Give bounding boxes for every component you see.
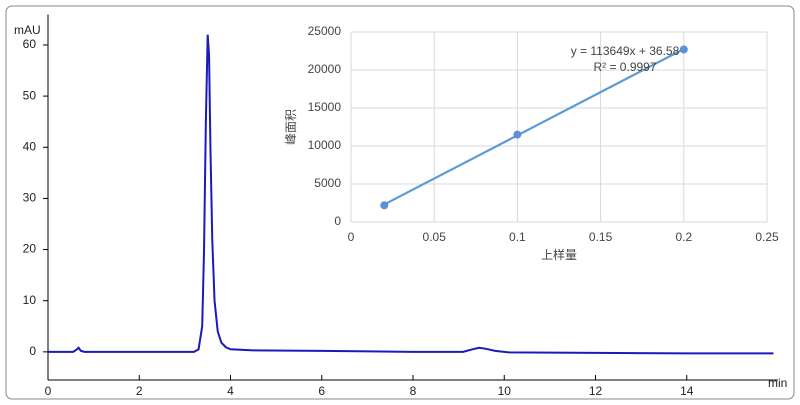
x-tick-label: 0 (45, 384, 52, 398)
data-line (48, 34, 774, 355)
x-axis-label: min (768, 376, 787, 390)
x-tick-label: 0.25 (755, 230, 779, 244)
trendline (383, 48, 685, 206)
y-tick-label: 5000 (314, 176, 341, 190)
x-tick-label: 10 (498, 384, 512, 398)
x-axis-label: 上样量 (541, 247, 577, 262)
x-tick-label: 0 (348, 230, 355, 244)
y-tick-label: 10 (23, 293, 37, 307)
x-tick-label: 0.05 (423, 230, 447, 244)
annotation: R² = 0.9997 (593, 60, 656, 74)
x-tick-label: 8 (410, 384, 417, 398)
x-tick-label: 0.15 (589, 230, 613, 244)
x-tick-label: 12 (589, 384, 603, 398)
x-tick-label: 4 (227, 384, 234, 398)
y-axis-label: 峰面积 (284, 109, 298, 145)
y-tick-label: 40 (23, 139, 37, 153)
y-tick-label: 60 (23, 37, 37, 51)
y-tick-label: 0 (29, 344, 36, 358)
chart-line: 0 10 20 30 40 50 60 0 2 4 6 8 10 12 14 mAU min (14, 14, 787, 398)
y-tick-label: 30 (23, 191, 37, 205)
data-point (380, 201, 389, 210)
x-tick-label: 0.1 (509, 230, 526, 244)
y-tick-label: 15000 (308, 100, 342, 114)
y-tick-label: 25000 (308, 24, 342, 38)
x-tick-label: 6 (318, 384, 325, 398)
x-tick-label: 14 (680, 384, 694, 398)
y-tick-label: 10000 (308, 138, 342, 152)
chart-scatter: 0 5000 10000 15000 20000 25000 0 0.05 0.1 0.15 0.2… (284, 24, 779, 262)
y-tick-label: 50 (23, 88, 37, 102)
x-tick-label: 0.2 (675, 230, 692, 244)
inset-background (280, 14, 790, 272)
data-point (679, 45, 688, 54)
annotation: y = 113649x + 36.58 (571, 44, 680, 58)
y-tick-label: 20000 (308, 62, 342, 76)
y-tick-label: 20 (23, 242, 37, 256)
x-tick-label: 2 (136, 384, 143, 398)
data-point (513, 130, 522, 139)
y-axis-label: mAU (14, 23, 41, 37)
y-tick-label: 0 (334, 214, 341, 228)
